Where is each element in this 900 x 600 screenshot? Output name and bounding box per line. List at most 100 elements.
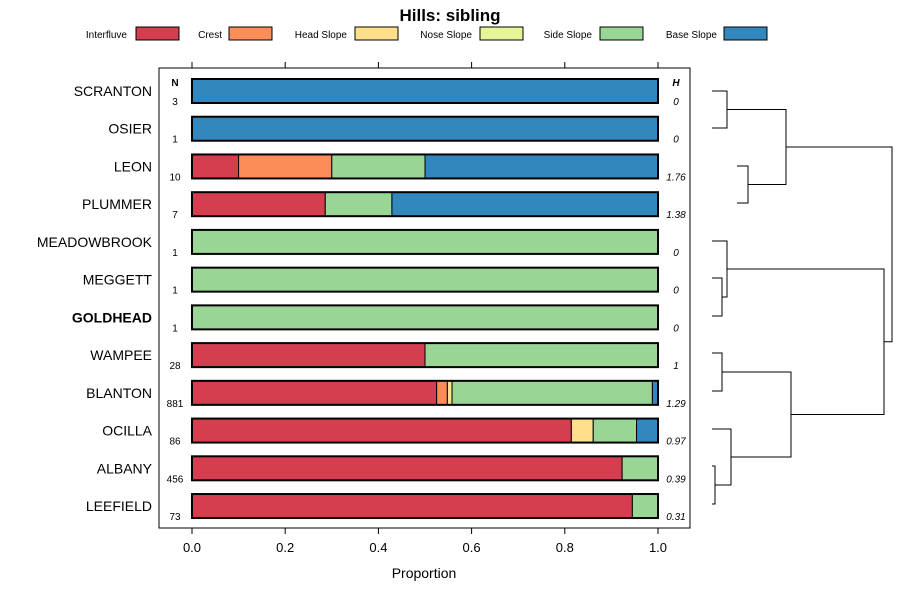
legend-swatch-base-slope (723, 26, 768, 41)
legend-swatch-interfluve (135, 26, 180, 41)
bar-segment-interfluve (191, 380, 438, 406)
legend-label-nose-slope: Nose Slope (420, 30, 472, 41)
row-label-osier: OSIER (108, 121, 152, 137)
legend: Interfluve Crest Head Slope Nose Slope Side … (86, 26, 768, 41)
dendrogram-branch (722, 371, 792, 458)
bar-segment-head-slope (570, 418, 594, 444)
bar-outline (191, 228, 659, 255)
bar-outline (191, 379, 659, 406)
row-h-value: 1.38 (666, 210, 686, 221)
legend-label-interfluve: Interfluve (86, 30, 128, 41)
bar-row-leefield: LEEFIELD 73 0.31 (86, 493, 686, 523)
chart-title: Hills: sibling (399, 6, 500, 25)
bar-row-leon: LEON 10 1.76 (114, 153, 686, 183)
x-tick-label: 0.0 (183, 540, 201, 555)
x-tick-label: 0.4 (369, 540, 387, 555)
x-tick-label: 0.2 (276, 540, 294, 555)
row-n-value: 456 (167, 474, 184, 485)
bar-row-ocilla: OCILLA 86 0.97 (102, 417, 686, 448)
bar-segment-base-slope (191, 116, 659, 142)
x-tick-label: 1.0 (649, 540, 667, 555)
bar-segment-side-slope (324, 191, 393, 217)
bar-segment-interfluve (191, 493, 633, 519)
row-h-value: 0.97 (666, 437, 686, 448)
row-h-value: 0 (673, 323, 679, 334)
bar-outline (191, 153, 659, 180)
row-n-value: 1 (172, 286, 178, 297)
row-h-value: 0 (673, 135, 679, 146)
dendrogram-branch (712, 465, 716, 505)
bar-outline (191, 342, 659, 369)
bar-row-meadowbrook: MEADOWBROOK 1 0 (37, 228, 679, 259)
bar-row-blanton: BLANTON 881 1.29 (86, 379, 686, 410)
bar-segment-side-slope (191, 229, 659, 255)
x-axis-title: Proportion (392, 565, 457, 581)
row-n-value: 1 (172, 135, 178, 146)
row-n-value: 10 (169, 172, 181, 183)
row-n-value: 881 (167, 399, 184, 410)
x-tick-label: 0.8 (556, 540, 574, 555)
row-n-value: 3 (172, 97, 178, 108)
dendrogram (712, 90, 893, 505)
dendrogram-branch (786, 146, 893, 343)
bar-row-albany: ALBANY 456 0.39 (97, 455, 686, 485)
row-label-leon: LEON (114, 158, 152, 174)
row-h-value: 1.76 (666, 172, 686, 183)
bar-row-goldhead: GOLDHEAD 1 0 (72, 304, 679, 334)
bar-segment-crest (238, 153, 333, 179)
legend-swatch-nose-slope (479, 26, 524, 41)
row-label-goldhead: GOLDHEAD (72, 309, 152, 325)
dendrogram-branch (737, 165, 749, 204)
row-label-meadowbrook: MEADOWBROOK (37, 234, 153, 250)
bar-segment-side-slope (451, 380, 653, 406)
bar-outline (191, 266, 659, 293)
legend-swatch-side-slope (599, 26, 644, 41)
bar-row-wampee: WAMPEE 28 1 (90, 342, 679, 372)
legend-label-head-slope: Head Slope (295, 30, 348, 41)
bar-segment-base-slope (424, 153, 659, 179)
bar-segment-crest (436, 380, 448, 406)
legend-label-base-slope: Base Slope (666, 30, 718, 41)
legend-swatch-head-slope (354, 26, 399, 41)
bar-segment-interfluve (191, 153, 240, 179)
row-h-value: 0 (673, 248, 679, 259)
bar-row-scranton: SCRANTON 3 0 (74, 78, 679, 108)
row-n-value: 1 (172, 248, 178, 259)
row-label-plummer: PLUMMER (82, 196, 152, 212)
row-n-value: 28 (169, 361, 181, 372)
bar-row-plummer: PLUMMER 7 1.38 (82, 191, 686, 221)
x-axis: 0.0 0.2 0.4 0.6 0.8 1.0 (183, 62, 667, 555)
dendrogram-branch (727, 268, 885, 415)
bar-outline (191, 493, 659, 520)
row-n-value: 7 (172, 210, 178, 221)
bar-row-osier: OSIER 1 0 (108, 115, 679, 146)
bar-outline (191, 191, 659, 218)
dendrogram-branch (712, 240, 728, 298)
bar-segment-base-slope (391, 191, 659, 217)
bar-outline (191, 417, 659, 444)
dendrogram-branch (712, 352, 723, 392)
row-h-value: 0 (673, 97, 679, 108)
row-label-scranton: SCRANTON (74, 83, 152, 99)
bar-segment-interfluve (191, 191, 326, 217)
bar-outline (191, 78, 659, 104)
bar-segment-interfluve (191, 342, 426, 368)
bar-segment-side-slope (191, 267, 659, 293)
bar-segment-side-slope (331, 153, 426, 179)
legend-swatch-crest (228, 26, 273, 41)
bar-segment-base-slope (636, 418, 659, 444)
row-n-value: 73 (169, 512, 181, 523)
bar-segment-base-slope (191, 78, 659, 104)
bar-outline (191, 455, 659, 482)
row-n-value: 86 (169, 437, 181, 448)
row-label-leefield: LEEFIELD (86, 498, 152, 514)
legend-label-side-slope: Side Slope (544, 30, 593, 41)
row-label-wampee: WAMPEE (90, 347, 152, 363)
n-column-header: N (171, 78, 178, 89)
bar-row-meggett: MEGGETT 1 0 (83, 266, 679, 297)
row-label-ocilla: OCILLA (102, 423, 152, 439)
bar-outline (191, 115, 659, 142)
x-tick-label: 0.6 (463, 540, 481, 555)
